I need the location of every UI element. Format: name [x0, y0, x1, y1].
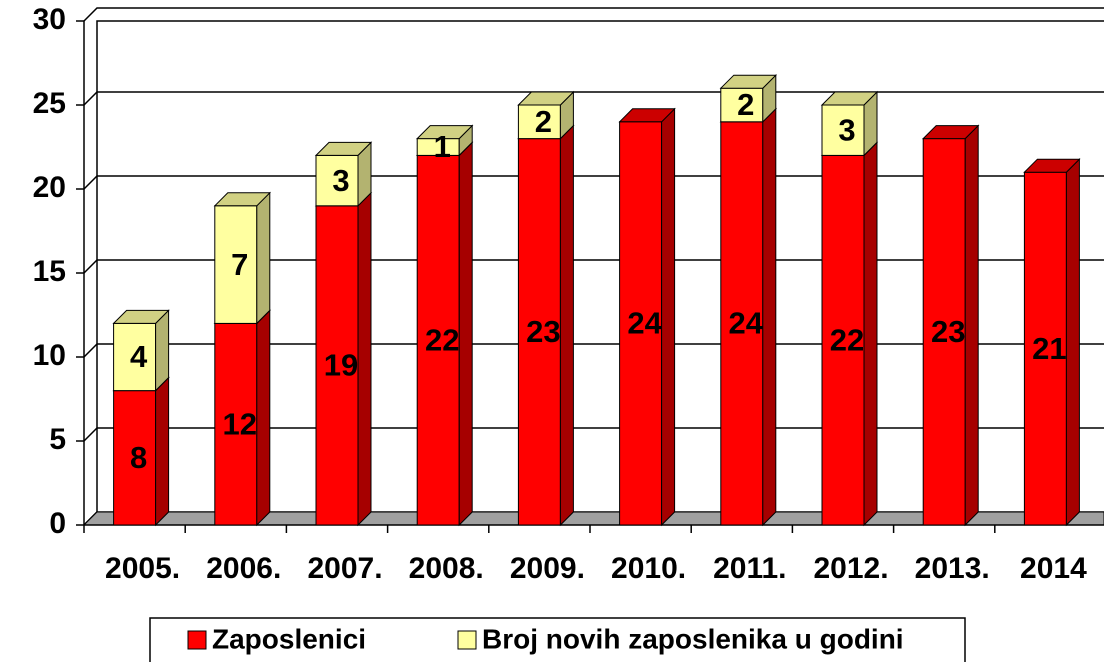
data-label: 4	[130, 339, 148, 374]
legend-label: Zaposlenici	[212, 623, 366, 654]
x-tick-label: 2012.	[813, 552, 888, 585]
data-label: 24	[627, 306, 662, 341]
bar-top	[112, 309, 170, 324]
grid-line	[83, 91, 1104, 106]
data-label: 8	[130, 440, 147, 475]
bar-front	[315, 205, 359, 526]
y-tick-label: 20	[33, 171, 66, 204]
data-label: 19	[324, 348, 358, 383]
legend-swatch	[457, 630, 477, 650]
data-label: 12	[223, 406, 257, 441]
x-tick-label: 2007.	[307, 552, 382, 585]
y-tick-label: 10	[33, 339, 66, 372]
bar-segment	[415, 124, 474, 157]
bar-segment	[314, 141, 373, 208]
bar-segment	[314, 191, 373, 527]
bar-segment	[517, 124, 575, 527]
grid-line	[83, 7, 1104, 22]
bar-top	[719, 74, 778, 89]
data-label: 2	[737, 87, 754, 122]
x-tick-label: 2010.	[611, 552, 686, 585]
bar-front	[821, 154, 865, 526]
bar-top	[618, 108, 676, 123]
y-tick-label: 15	[33, 255, 66, 288]
data-label: 1	[434, 129, 451, 164]
data-label: 21	[1032, 331, 1066, 366]
bar-top	[517, 91, 575, 106]
bar-segment	[112, 309, 170, 392]
bar-front	[922, 138, 966, 526]
bar-front	[517, 138, 561, 526]
bar-segment	[618, 107, 676, 527]
x-tick-label: 2008.	[409, 552, 484, 585]
bar-front	[1023, 171, 1067, 526]
bar-top	[213, 192, 272, 207]
bar-side	[155, 376, 170, 527]
bar-front	[113, 322, 157, 392]
legend-box	[149, 617, 966, 662]
bar-front	[619, 121, 663, 526]
bar-side	[256, 191, 271, 325]
x-tick-label: 2013.	[915, 552, 990, 585]
bar-side	[458, 141, 473, 527]
data-label: 23	[931, 314, 965, 349]
bar-side	[256, 309, 271, 527]
bar-side	[661, 107, 676, 527]
legend-swatch	[187, 630, 207, 650]
data-label: 3	[332, 163, 349, 198]
bar-front	[214, 205, 258, 324]
x-tick-label: 2011.	[713, 552, 786, 585]
bar-side	[762, 107, 777, 527]
bar-side	[357, 191, 372, 527]
bar-side	[863, 141, 878, 527]
data-label: 23	[526, 314, 560, 349]
bar-front	[416, 154, 460, 526]
bar-segment	[213, 191, 272, 325]
bar-segment	[1023, 157, 1081, 527]
bar-segment	[921, 124, 980, 527]
bar-top	[314, 141, 373, 156]
bar-side	[559, 124, 574, 527]
bar-side	[1065, 157, 1080, 527]
bar-side	[964, 124, 979, 527]
x-tick-label: 2009.	[510, 552, 585, 585]
bar-segment	[820, 141, 879, 527]
bar-segment	[719, 73, 778, 124]
bar-segment	[517, 90, 575, 140]
x-tick-label: 2005.	[105, 552, 180, 585]
data-label: 2	[535, 104, 552, 139]
legend-label: Broj novih zaposlenika u godini	[482, 623, 904, 654]
y-tick-label: 0	[49, 507, 66, 540]
bar-top	[415, 125, 474, 140]
bar-top	[1023, 158, 1081, 173]
y-tick-label: 5	[49, 423, 66, 456]
bar-segment	[820, 90, 879, 157]
data-label: 22	[425, 322, 459, 357]
bar-top	[921, 125, 980, 140]
data-label: 7	[231, 247, 248, 282]
data-label: 24	[729, 306, 764, 341]
bar-front	[821, 104, 865, 156]
data-label: 22	[830, 322, 864, 357]
x-tick-label: 2014	[1020, 552, 1087, 585]
bar-front	[214, 322, 258, 526]
y-tick-label: 25	[33, 87, 66, 120]
x-tick-label: 2006.	[206, 552, 281, 585]
bar-top	[820, 91, 879, 106]
y-tick-label: 30	[33, 3, 66, 36]
bar-side	[155, 309, 170, 392]
data-label: 3	[838, 112, 855, 147]
